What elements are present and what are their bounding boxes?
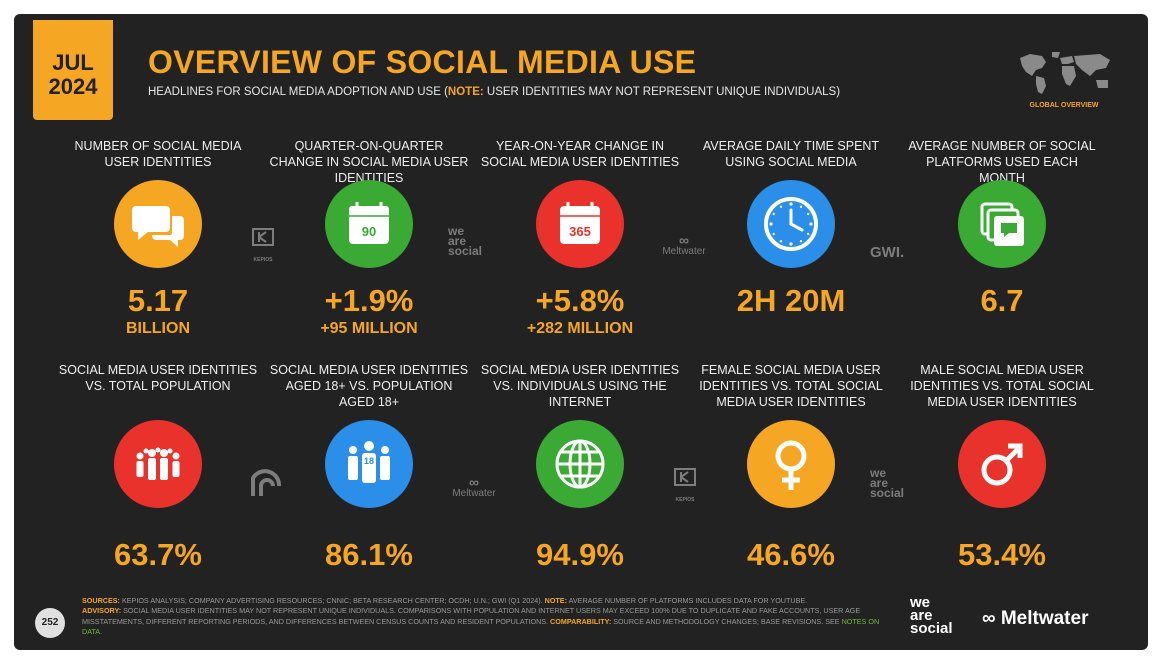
world-map-icon (1020, 52, 1110, 94)
tile-label: SOCIAL MEDIA USER IDENTITIES AGED 18+ vs… (269, 363, 469, 409)
kepios-icon (674, 468, 696, 486)
advisory-text: SOCIAL MEDIA USER IDENTITIES MAY NOT REP… (82, 606, 861, 626)
meltwater-icon: ∞ (679, 232, 689, 248)
meltwater-label: Meltwater (662, 246, 706, 257)
comparability-text: SOURCE AND METHODOLOGY CHANGES; BASE REV… (611, 616, 842, 626)
kepios-label: KEPIOS (253, 257, 273, 263)
meltwater-icon: ∞ (469, 474, 479, 490)
tile-subvalue: +95 MILLION (320, 320, 418, 337)
we-are-social-brand-logo: we are social (910, 594, 953, 637)
adults-18-icon: 18 (325, 420, 413, 508)
tile-label: MALE SOCIAL MEDIA USER IDENTITIES vs. TO… (910, 363, 1094, 409)
page-title: OVERVIEW OF SOCIAL MEDIA USE (148, 44, 697, 80)
datareportal-logo (248, 466, 284, 505)
subtitle-text: HEADLINES FOR SOCIAL MEDIA ADOPTION AND … (148, 86, 448, 98)
note-key: NOTE: (544, 596, 567, 605)
sources-key: SOURCES: (82, 596, 120, 605)
male-symbol-icon (958, 420, 1046, 508)
tile-label: AVERAGE DAILY TIME SPENT USING SOCIAL ME… (702, 139, 880, 169)
tile-value: +5.8% (535, 283, 625, 318)
subtitle-note-key: NOTE: (447, 86, 484, 98)
calendar-number: 90 (361, 224, 377, 239)
was-word-3: social (870, 486, 905, 500)
calendar-icon: 365 (536, 180, 624, 268)
tile-value: 46.6% (747, 537, 835, 572)
was-word-1: we (870, 466, 887, 480)
tile-value: 5.17 (127, 283, 189, 318)
was-word-2: are (870, 476, 889, 490)
tile-label: FEMALE SOCIAL MEDIA USER IDENTITIES vs. … (699, 363, 883, 409)
we-are-social-logo: we are social (448, 224, 483, 258)
tile-label: NUMBER OF SOCIAL MEDIA USER IDENTITIES (74, 139, 242, 169)
notes-on-data-link[interactable]: NOTES ON DATA (82, 616, 880, 636)
page-subtitle: HEADLINES FOR SOCIAL MEDIA ADOPTION AND … (148, 86, 840, 98)
date-month: JUL (52, 50, 94, 75)
calendar-icon: 90 (325, 180, 413, 268)
brand-was-word-2: are (910, 607, 933, 624)
footer-notes: SOURCES: KEPIOS ANALYSIS; COMPANY ADVERT… (82, 596, 882, 637)
tile-value: +1.9% (324, 283, 414, 318)
meltwater-brand-logo: ∞ Meltwater (982, 608, 1088, 630)
date-year: 2024 (48, 74, 98, 99)
tile-value: 86.1% (325, 537, 413, 572)
kepios-logo: KEPIOS (670, 468, 700, 503)
meltwater-logo: ∞ Meltwater (442, 474, 506, 499)
footer-end: . (100, 626, 103, 636)
was-word-3: social (448, 244, 483, 258)
calendar-number: 365 (569, 224, 591, 239)
female-symbol-icon (747, 420, 835, 508)
kepios-logo: KEPIOS (248, 228, 278, 263)
meltwater-brand-icon: ∞ (982, 608, 996, 629)
kepios-label: KEPIOS (675, 497, 695, 503)
tile-label: QUARTER-ON-QUARTER CHANGE IN SOCIAL MEDI… (269, 139, 469, 185)
meltwater-label: Meltwater (452, 488, 496, 499)
globe-icon (536, 420, 624, 508)
comparability-key: COMPARABILITY: (550, 616, 612, 626)
clock-icon (747, 180, 835, 268)
global-overview-label: GLOBAL OVERVIEW (1029, 102, 1099, 109)
was-word-2: are (448, 234, 467, 248)
page-number: 252 (35, 608, 65, 638)
brand-was-word-1: we (910, 594, 931, 611)
meltwater-logo: ∞ Meltwater (652, 232, 716, 257)
sources-text: KEPIOS ANALYSIS; COMPANY ADVERTISING RES… (119, 596, 545, 605)
gwi-logo: GWI. (870, 244, 905, 261)
note-text: AVERAGE NUMBER OF PLATFORMS INCLUDES DAT… (567, 596, 808, 605)
tile-value: 63.7% (114, 537, 202, 572)
stacked-apps-icon (958, 180, 1046, 268)
was-word-1: we (448, 224, 465, 238)
kepios-icon (252, 228, 274, 246)
tile-label: AVERAGE NUMBER OF SOCIAL PLATFORMS USED … (908, 139, 1096, 185)
slide: JUL 2024 OVERVIEW OF SOCIAL MEDIA USE HE… (14, 14, 1148, 650)
tile-label: SOCIAL MEDIA USER IDENTITIES vs. INDIVID… (480, 363, 680, 409)
brand-was-word-3: social (910, 620, 953, 637)
tile-label: SOCIAL MEDIA USER IDENTITIES vs. TOTAL P… (58, 363, 258, 393)
subtitle-note-text: USER IDENTITIES MAY NOT REPRESENT UNIQUE… (483, 86, 841, 98)
advisory-key: ADVISORY: (82, 606, 122, 616)
tile-value: 53.4% (958, 537, 1046, 572)
meltwater-brand-label: Meltwater (1000, 608, 1089, 629)
chat-bubbles-icon (114, 180, 202, 268)
tile-value: 2H 20M (736, 283, 846, 318)
date-badge: JUL 2024 (33, 20, 113, 120)
tile-subvalue: BILLION (126, 320, 190, 337)
crowd-icon (114, 420, 202, 508)
tile-value: 94.9% (536, 537, 624, 572)
we-are-social-logo: we are social (870, 466, 905, 500)
age-number: 18 (363, 456, 374, 466)
tile-label: YEAR-ON-YEAR CHANGE IN SOCIAL MEDIA USER… (480, 139, 680, 169)
datareportal-icon (251, 469, 281, 496)
tile-subvalue: +282 MILLION (526, 320, 634, 337)
tile-value: 6.7 (980, 283, 1024, 318)
